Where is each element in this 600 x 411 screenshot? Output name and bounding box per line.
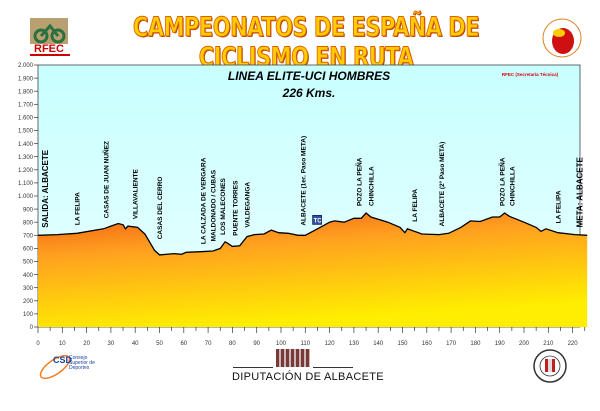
y-tick-label: 700	[23, 234, 34, 240]
chart-title: LINEA ELITE-UCI HOMBRES	[228, 69, 390, 83]
diputacion-building-icon	[276, 349, 310, 367]
waypoint-label: LA FELIPA	[74, 192, 81, 225]
x-tick-label: 180	[470, 341, 481, 347]
y-tick-label: 500	[23, 260, 34, 266]
x-tick-label: 40	[132, 341, 139, 347]
waypoint-label: LA FELIPA	[556, 190, 563, 223]
sprint-marker-icon	[312, 215, 322, 225]
x-tick-label: 120	[325, 341, 336, 347]
y-tick-label: 1.800	[18, 89, 34, 95]
x-tick-label: 10	[59, 341, 66, 347]
y-tick-label: 0	[30, 325, 34, 331]
sprint-marker: TC	[312, 215, 323, 225]
y-tick-label: 100	[23, 312, 34, 318]
elevation-chart: 01002003004005006007008009001.0001.1001.…	[18, 63, 588, 347]
sprint-marker-label: TC	[314, 218, 323, 224]
waypoint-label: LOS MALECONES	[220, 177, 227, 234]
x-tick-label: 110	[301, 341, 311, 347]
waypoint-label: POZO LA PEÑA	[498, 157, 507, 206]
x-tick-label: 150	[397, 341, 408, 347]
waypoint-label: ALBACETE (1er. Paso META)	[300, 136, 307, 226]
y-tick-label: 1.900	[18, 76, 34, 82]
waypoint-label: ALBACETE (2º Paso META)	[439, 142, 446, 227]
federation-seal	[532, 348, 568, 384]
y-tick-label: 1.300	[18, 155, 34, 161]
x-tick-label: 30	[108, 341, 115, 347]
chart-subtitle: 226 Kms.	[282, 86, 336, 100]
y-tick-label: 1.600	[18, 116, 34, 122]
waypoint-label: CASAS DEL CERRO	[157, 177, 164, 240]
waypoint-label: LA CALZADA DE VERGARA	[201, 157, 208, 244]
waypoint-label: PUENTE TORRES	[232, 180, 239, 236]
sponsor-name: DIPUTACIÓN DE ALBACETE	[232, 371, 384, 383]
y-tick-label: 600	[23, 247, 34, 253]
x-tick-label: 100	[276, 341, 287, 347]
y-tick-label: 200	[23, 299, 34, 305]
y-tick-label: 1.700	[18, 103, 34, 109]
divider-left	[233, 367, 273, 368]
waypoint-label: SALIDA: ALBACETE	[41, 149, 50, 228]
x-tick-label: 210	[543, 341, 554, 347]
x-tick-label: 60	[180, 341, 187, 347]
y-tick-label: 1.400	[18, 142, 34, 148]
csd-subtitle: Consejo Superior de Deportes	[69, 355, 95, 371]
y-tick-label: 900	[23, 207, 34, 213]
x-tick-label: 70	[205, 341, 212, 347]
x-tick-label: 140	[373, 341, 384, 347]
y-tick-label: 1.000	[18, 194, 34, 200]
x-tick-label: 20	[83, 341, 90, 347]
rfec-logo-text: RFEC	[34, 43, 64, 55]
x-tick-label: 170	[446, 341, 457, 347]
csd-logo	[33, 350, 73, 380]
x-tick-label: 50	[156, 341, 163, 347]
elevation-line	[37, 212, 588, 256]
championship-logo	[540, 14, 584, 64]
waypoint-label: VILLAVALIENTE	[133, 169, 140, 220]
y-tick-label: 400	[23, 273, 34, 279]
y-tick-label: 800	[23, 220, 34, 226]
y-tick-label: 1.100	[18, 181, 34, 187]
x-tick-label: 130	[349, 341, 360, 347]
x-tick-label: 200	[519, 341, 530, 347]
rfec-logo	[28, 14, 74, 58]
waypoint-label: CHINCHILLA	[368, 166, 375, 206]
waypoint-label: CASAS DE JUAN NUÑEZ	[102, 141, 111, 218]
y-tick-label: 300	[23, 286, 34, 292]
divider-right	[313, 367, 353, 368]
waypoint-label: META: ALBACETE	[575, 156, 584, 227]
elevation-area	[38, 213, 588, 327]
chart-credit: RFEC (Secretaría Técnica)	[502, 72, 559, 77]
x-tick-label: 190	[495, 341, 506, 347]
x-tick-label: 0	[36, 341, 40, 347]
y-tick-label: 1.200	[18, 168, 34, 174]
csd-logo-text: CSD	[53, 355, 73, 365]
waypoint-label: LA FELIPA	[412, 189, 419, 222]
waypoint-label: MALDONADO / CUBAS	[210, 169, 217, 241]
x-tick-label: 220	[568, 341, 579, 347]
x-tick-label: 90	[253, 341, 260, 347]
waypoint-label: POZO LA PEÑA	[354, 157, 363, 206]
x-tick-label: 80	[229, 341, 236, 347]
y-tick-label: 1.500	[18, 129, 34, 135]
waypoint-label: VALDEGANGA	[244, 182, 251, 228]
y-tick-label: 2.000	[18, 63, 34, 69]
x-tick-label: 160	[422, 341, 433, 347]
waypoint-label: CHINCHILLA	[509, 166, 516, 206]
